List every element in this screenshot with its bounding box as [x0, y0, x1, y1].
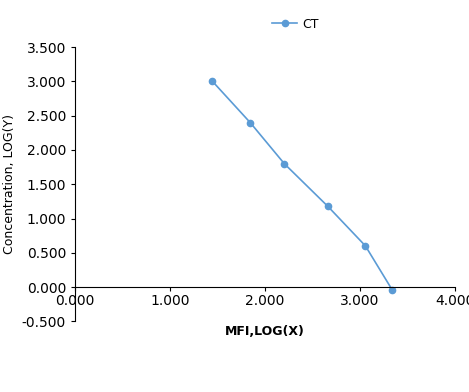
CT: [210, 79, 215, 84]
Line: CT: CT: [209, 78, 395, 294]
Legend: CT: CT: [272, 18, 318, 31]
CT: [390, 288, 395, 293]
CT: [363, 243, 368, 248]
Y-axis label: Concentration, LOG(Y): Concentration, LOG(Y): [3, 114, 16, 254]
X-axis label: MFI,LOG(X): MFI,LOG(X): [225, 325, 305, 338]
CT: [248, 120, 253, 125]
CT: [325, 204, 331, 209]
CT: [281, 162, 287, 166]
